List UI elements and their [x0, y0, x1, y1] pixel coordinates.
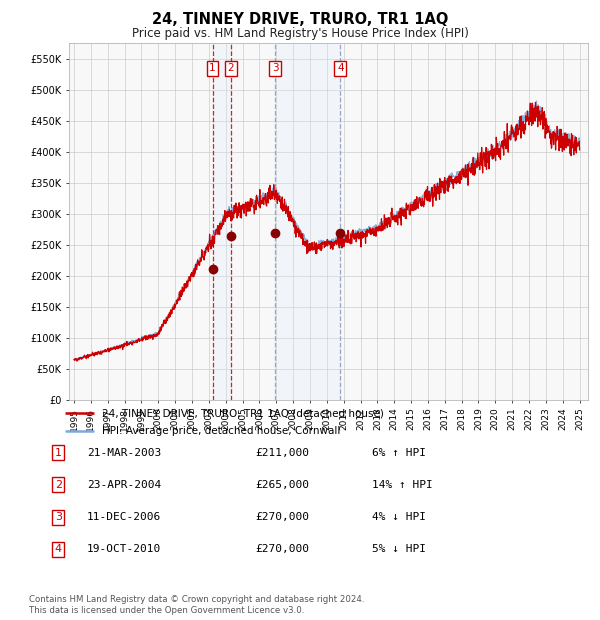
Text: 3: 3 — [272, 63, 278, 73]
Text: 24, TINNEY DRIVE, TRURO, TR1 1AQ (detached house): 24, TINNEY DRIVE, TRURO, TR1 1AQ (detach… — [102, 408, 384, 419]
Text: 24, TINNEY DRIVE, TRURO, TR1 1AQ: 24, TINNEY DRIVE, TRURO, TR1 1AQ — [152, 12, 448, 27]
Text: 4: 4 — [337, 63, 344, 73]
Text: 19-OCT-2010: 19-OCT-2010 — [87, 544, 161, 554]
Text: 5% ↓ HPI: 5% ↓ HPI — [372, 544, 426, 554]
Text: 6% ↑ HPI: 6% ↑ HPI — [372, 448, 426, 458]
Text: £211,000: £211,000 — [255, 448, 309, 458]
Text: 23-APR-2004: 23-APR-2004 — [87, 480, 161, 490]
Text: 2: 2 — [55, 480, 62, 490]
Bar — [275, 43, 340, 400]
Text: £265,000: £265,000 — [255, 480, 309, 490]
Text: 4% ↓ HPI: 4% ↓ HPI — [372, 512, 426, 522]
Bar — [212, 43, 231, 400]
Text: Contains HM Land Registry data © Crown copyright and database right 2024.: Contains HM Land Registry data © Crown c… — [29, 595, 364, 604]
Text: £270,000: £270,000 — [255, 544, 309, 554]
Text: This data is licensed under the Open Government Licence v3.0.: This data is licensed under the Open Gov… — [29, 606, 304, 615]
Text: 1: 1 — [55, 448, 62, 458]
Text: 11-DEC-2006: 11-DEC-2006 — [87, 512, 161, 522]
Text: 21-MAR-2003: 21-MAR-2003 — [87, 448, 161, 458]
Text: 3: 3 — [55, 512, 62, 522]
Text: 1: 1 — [209, 63, 216, 73]
Text: HPI: Average price, detached house, Cornwall: HPI: Average price, detached house, Corn… — [102, 426, 340, 436]
Text: 14% ↑ HPI: 14% ↑ HPI — [372, 480, 433, 490]
Text: 2: 2 — [227, 63, 234, 73]
Text: 4: 4 — [55, 544, 62, 554]
Text: Price paid vs. HM Land Registry's House Price Index (HPI): Price paid vs. HM Land Registry's House … — [131, 27, 469, 40]
Text: £270,000: £270,000 — [255, 512, 309, 522]
